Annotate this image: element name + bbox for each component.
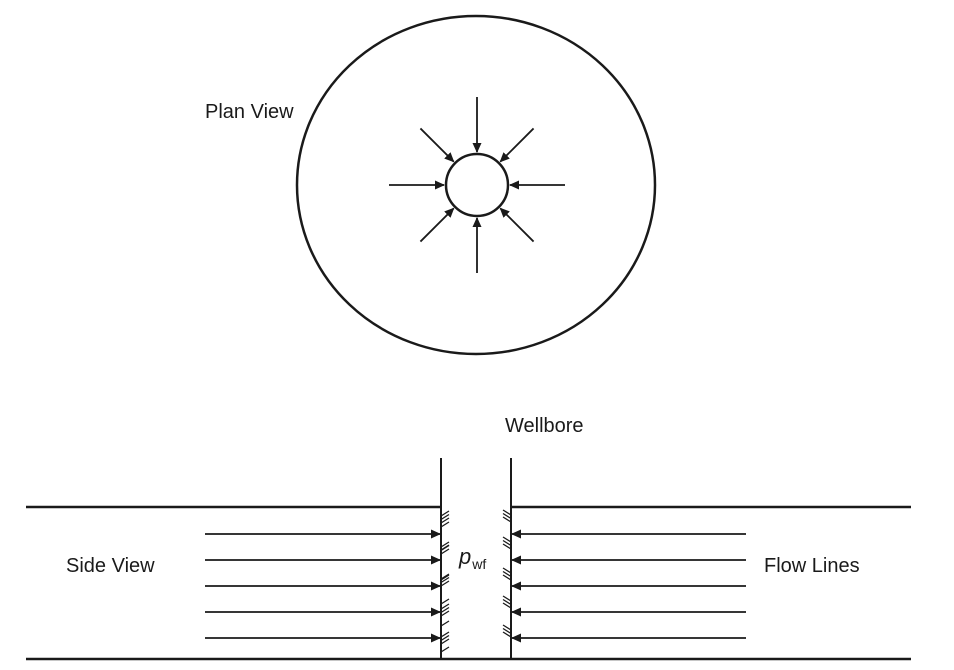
perforation-tick	[440, 510, 450, 517]
perforation-tick	[440, 517, 450, 524]
perforation-tick	[440, 620, 450, 627]
perforation-tick	[440, 646, 450, 653]
perforation-tick	[502, 602, 512, 609]
horizontal-flow-lines	[205, 529, 746, 643]
perforation-tick	[502, 574, 512, 581]
perforation-tick	[440, 548, 450, 555]
plan-view-label: Plan View	[205, 101, 294, 123]
perforation-tick	[440, 574, 450, 581]
perforation-tick	[502, 570, 512, 578]
perforation-tick	[440, 513, 450, 521]
perforation-tick	[440, 544, 450, 552]
wellbore-circle	[444, 152, 510, 218]
perforation-tick	[502, 539, 512, 547]
bottomhole-pressure-label: pwf	[458, 544, 486, 572]
perforation-tick	[440, 631, 450, 638]
perforation-tick	[440, 606, 450, 614]
plan-view: Plan View	[205, 14, 657, 356]
perforation-tick	[502, 598, 512, 606]
perforation-tick	[502, 536, 512, 543]
perforation-tick	[440, 610, 450, 617]
side-view: Wellbore Side View Flow Lines pwf	[26, 415, 911, 661]
perforation-tick	[440, 603, 450, 610]
perforation-tick	[502, 543, 512, 550]
perforation-tick	[440, 576, 450, 584]
radial-flow-arrow	[419, 127, 455, 163]
perforation-tick	[440, 521, 450, 528]
perforation-tick	[440, 541, 450, 548]
reservoir-boundary	[295, 14, 657, 356]
perforation-tick	[502, 567, 512, 574]
perforation-tick	[502, 516, 512, 523]
perforation-tick	[440, 634, 450, 642]
pressure-symbol: p	[458, 544, 471, 569]
perforation-tick	[440, 638, 450, 645]
radial-flow-arrow	[499, 127, 535, 163]
perforation-marks	[440, 509, 512, 653]
perforation-tick	[502, 512, 512, 520]
radial-flow-arrows	[389, 97, 565, 273]
perforation-tick	[440, 580, 450, 587]
flow-lines-label: Flow Lines	[764, 555, 860, 577]
radial-flow-arrow	[419, 207, 455, 243]
perforation-tick	[502, 627, 512, 635]
perforation-tick	[440, 573, 450, 580]
perforation-tick	[502, 509, 512, 516]
perforation-tick	[502, 624, 512, 631]
wellbore-label: Wellbore	[505, 415, 584, 437]
pressure-subscript: wf	[471, 556, 486, 572]
perforation-tick	[502, 595, 512, 602]
side-view-label: Side View	[66, 555, 155, 577]
perforation-tick	[440, 598, 450, 605]
radial-flow-arrow	[499, 207, 535, 243]
perforation-tick	[502, 631, 512, 638]
